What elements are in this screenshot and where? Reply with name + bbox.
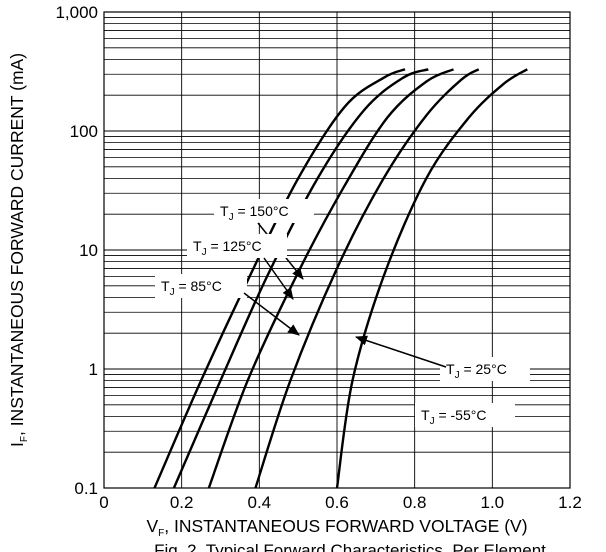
y-tick-labels: 0.1 1 10 100 1,000	[55, 3, 98, 498]
y-tick-label: 1	[89, 360, 98, 379]
figure-caption: Fig. 2, Typical Forward Characteristics,…	[154, 541, 546, 552]
curve-label-background	[187, 234, 287, 258]
plot-frame	[103, 11, 571, 489]
series-line	[153, 68, 406, 488]
y-tick-label: 1,000	[55, 3, 98, 22]
x-tick-label: 0.8	[403, 493, 427, 512]
y-tick-label: 10	[79, 241, 98, 260]
x-tick-label: 0	[99, 493, 108, 512]
curve-label: TJ = 125°C	[193, 238, 262, 258]
chart-curves	[153, 68, 528, 488]
y-tick-label: 0.1	[74, 479, 98, 498]
curve-label-background	[214, 199, 314, 223]
curve-label: TJ = -55°C	[421, 407, 486, 427]
curve-label-background	[415, 403, 515, 427]
x-tick-labels: 0 0.2 0.4 0.6 0.8 1.0 1.2	[99, 493, 582, 512]
series-line	[254, 68, 480, 488]
y-tick-label: 100	[70, 122, 98, 141]
curve-label-background	[155, 274, 247, 298]
x-axis-title: VF, INSTANTANEOUS FORWARD VOLTAGE (V)	[146, 516, 527, 539]
curve-label-arrow	[355, 335, 447, 368]
x-tick-label: 1.2	[558, 493, 582, 512]
curve-label-arrow	[243, 292, 300, 336]
curve-labels: TJ = 150°C TJ = 125°C TJ = 85°C TJ = 25°C TJ…	[155, 199, 530, 427]
curve-label: TJ = 25°C	[446, 361, 507, 381]
series-line	[207, 68, 455, 488]
curve-label-background	[440, 357, 530, 381]
x-tick-label: 1.0	[481, 493, 505, 512]
y-axis-title: IF, INSTANTANEOUS FORWARD CURRENT (mA)	[7, 53, 30, 447]
series-line	[335, 68, 528, 488]
curve-label: TJ = 150°C	[220, 203, 289, 223]
x-tick-label: 0.4	[248, 493, 272, 512]
curve-label-arrow	[263, 257, 294, 300]
curve-label: TJ = 85°C	[161, 278, 222, 298]
x-tick-label: 0.6	[325, 493, 349, 512]
x-tick-label: 0.2	[170, 493, 194, 512]
series-line	[172, 68, 429, 488]
